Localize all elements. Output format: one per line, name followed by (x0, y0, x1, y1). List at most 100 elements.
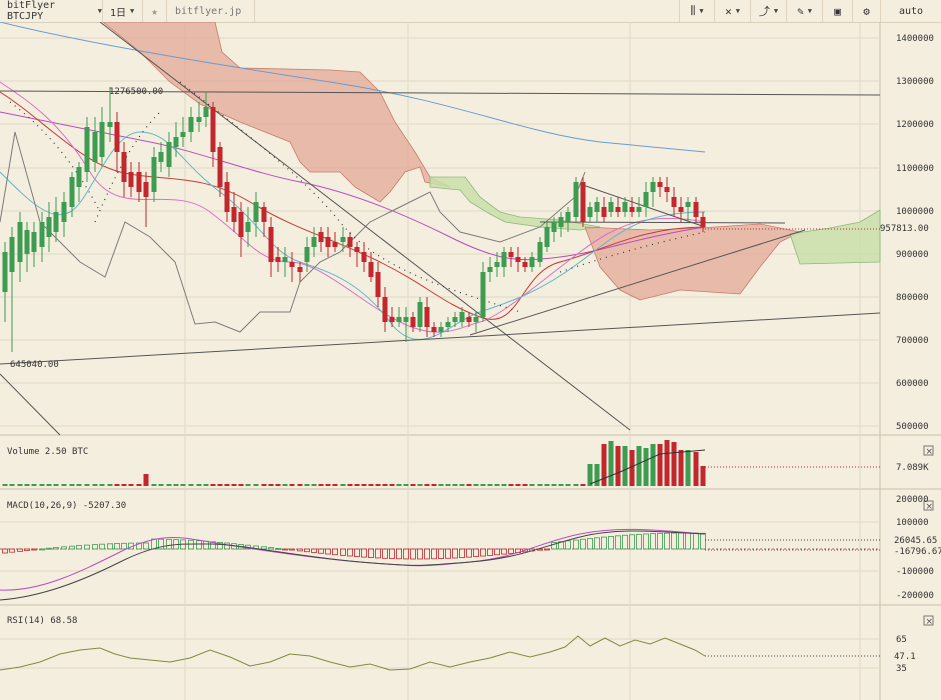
volume-bar (544, 484, 550, 486)
candle-body (2, 252, 8, 292)
macd-bar (151, 538, 157, 550)
exchange-link[interactable]: bitflyer.jp (167, 0, 255, 22)
candle-body (166, 142, 172, 167)
price-tick: 600000 (896, 379, 929, 389)
volume-bar (466, 484, 472, 486)
volume-bar (501, 484, 507, 486)
macd-bar (544, 548, 550, 551)
volume-bar (410, 484, 416, 486)
candle-body (17, 222, 23, 262)
macd-close-button[interactable]: × (923, 500, 934, 512)
candlestick-series (2, 87, 706, 352)
candle-body (84, 127, 90, 172)
volume-bar (594, 464, 600, 486)
candle-body (188, 117, 194, 132)
ma-long (0, 22, 706, 153)
candle-body (231, 207, 237, 222)
volume-bar (508, 484, 514, 486)
volume-bar (99, 484, 105, 486)
ichimoku-cloud-bear (102, 22, 451, 203)
candle-body (615, 207, 621, 212)
volume-bar (261, 484, 267, 486)
candle-body (389, 317, 395, 322)
candle-body (587, 207, 593, 217)
volume-bar (340, 484, 346, 486)
volume-bar (173, 484, 179, 486)
interval-selector[interactable]: 1日 ▼ (103, 0, 143, 22)
volume-bar (480, 484, 486, 486)
volume-bar (76, 484, 82, 486)
candle-body (515, 257, 521, 262)
trendline-tool-button[interactable]: ⤴ ▼ (751, 0, 787, 22)
candle-body (268, 227, 274, 262)
macd-bar (522, 548, 528, 553)
macd-bar (217, 541, 223, 550)
volume-bar (9, 484, 15, 486)
macd-bar (107, 543, 113, 550)
volume-bar (289, 484, 295, 486)
candle-body (565, 212, 571, 222)
macd-bar (459, 548, 465, 558)
auto-scale-button[interactable]: auto (880, 0, 941, 22)
draw-tool-button[interactable]: ✎ ▼ (787, 0, 823, 22)
volume-bar (61, 484, 67, 486)
macd-bar (158, 538, 164, 550)
volume-bar (657, 444, 663, 486)
volume-bar (31, 484, 37, 486)
symbol-selector[interactable]: bitFlyer BTCJPY ▼ (0, 0, 103, 22)
volume-bar (537, 484, 543, 486)
volume-bar (114, 484, 120, 486)
crosshair-icon: ✕ (725, 4, 732, 18)
candle-body (678, 207, 684, 212)
volume-bar (551, 484, 557, 486)
macd-bar (452, 548, 458, 559)
candle-body (529, 257, 535, 267)
settings-button[interactable]: ⚙ (853, 0, 881, 22)
volume-bar (438, 484, 444, 486)
volume-bar (601, 444, 607, 486)
candle-body (354, 247, 360, 252)
macd-bar (297, 548, 303, 552)
volume-bar (403, 484, 409, 486)
volume-bar (196, 484, 202, 486)
volume-bar (382, 484, 388, 486)
macd-bar (615, 535, 621, 550)
macd-bar (282, 548, 288, 551)
rsi-current-tag: 47.1 (894, 652, 916, 662)
rsi-tick: 35 (896, 664, 907, 674)
chart-area[interactable]: 1276500.00 645040.00 1400000 1300000 120… (0, 22, 941, 700)
macd-bar (424, 548, 430, 560)
volume-bar (565, 484, 571, 486)
chart-type-button[interactable]: ⫼ ▼ (679, 0, 715, 22)
chart-toolbar: bitFlyer BTCJPY ▼ 1日 ▼ ★ bitflyer.jp ⫼ ▼ … (0, 0, 941, 23)
volume-bar (459, 484, 465, 486)
candle-body (544, 227, 550, 247)
favorite-star-icon[interactable]: ★ (143, 0, 167, 22)
candle-body (473, 317, 479, 322)
candle-body (224, 182, 230, 212)
candle-body (325, 237, 331, 247)
volume-close-button[interactable]: × (923, 445, 934, 457)
rsi-close-button[interactable]: × (923, 615, 934, 627)
volume-bar (107, 484, 113, 486)
candle-body (424, 307, 430, 327)
macd-bar (121, 542, 127, 550)
macd-bar (188, 539, 194, 550)
macd-histogram (2, 532, 706, 560)
volume-bar (297, 484, 303, 486)
candle-body (107, 122, 113, 127)
macd-bar (438, 548, 444, 559)
volume-bar (678, 450, 684, 486)
macd-bar (325, 548, 331, 555)
candle-body (128, 172, 134, 187)
candle-body (136, 172, 142, 192)
macd-bar (601, 536, 607, 550)
volume-bar (347, 484, 353, 486)
volume-bar (487, 484, 493, 486)
candle-body (304, 247, 310, 262)
crosshair-tool-button[interactable]: ✕ ▼ (715, 0, 751, 22)
candle-body (261, 207, 267, 222)
indicators-button[interactable]: ▣ (823, 0, 853, 22)
close-icon: × (926, 502, 934, 512)
macd-bar (382, 548, 388, 559)
